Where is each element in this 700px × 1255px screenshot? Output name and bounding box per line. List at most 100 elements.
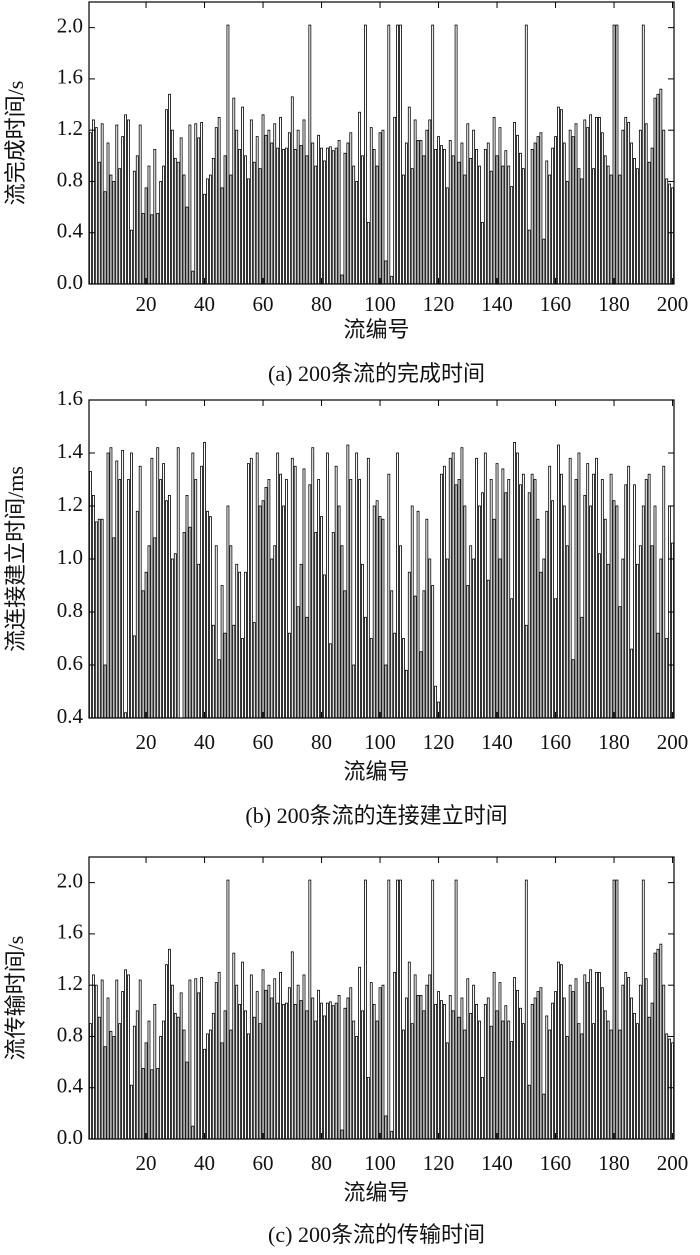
bar <box>285 479 288 719</box>
bar <box>454 24 458 285</box>
bar <box>390 275 394 285</box>
bar <box>390 1130 394 1140</box>
bar <box>264 134 268 285</box>
bar <box>603 155 607 285</box>
bar <box>413 119 417 285</box>
bar <box>238 571 242 719</box>
bar <box>361 155 364 285</box>
bar <box>592 473 595 719</box>
bar <box>568 984 572 1140</box>
bar <box>150 1069 154 1140</box>
bar <box>223 632 227 719</box>
y-tick-label: 1.4 <box>57 439 84 463</box>
bar <box>656 93 660 285</box>
bar <box>299 1000 303 1140</box>
bar <box>349 987 353 1140</box>
bar <box>384 664 388 719</box>
bar <box>261 114 265 285</box>
bar <box>206 178 209 285</box>
x-tick-label: 140 <box>481 292 513 316</box>
bar <box>586 127 590 285</box>
bar <box>144 1042 148 1140</box>
bar <box>527 492 531 719</box>
bar <box>393 116 397 285</box>
bar <box>308 879 312 1140</box>
bar <box>287 132 291 285</box>
bar <box>308 24 312 285</box>
bar <box>323 574 326 719</box>
bar <box>387 879 391 1140</box>
bar <box>554 136 557 285</box>
bar <box>208 174 212 285</box>
bar <box>153 1004 157 1140</box>
y-tick-label: 1.6 <box>57 65 83 89</box>
bar <box>422 155 426 285</box>
bar <box>229 545 233 719</box>
bar <box>255 452 259 719</box>
bar <box>451 1010 455 1140</box>
bar <box>232 952 236 1140</box>
bar <box>244 155 247 285</box>
bar <box>603 1010 607 1140</box>
y-tick-label: 0.0 <box>57 1125 83 1149</box>
bar <box>156 213 160 285</box>
bar <box>486 579 490 719</box>
x-tick-label: 120 <box>423 1151 455 1175</box>
bar <box>366 1077 370 1140</box>
x-tick-label: 140 <box>481 1151 513 1175</box>
bar <box>334 465 338 719</box>
bar <box>562 142 566 285</box>
x-tick-label: 40 <box>194 730 215 754</box>
bar <box>437 136 440 285</box>
bar <box>179 137 183 285</box>
bar <box>551 1002 555 1140</box>
bar <box>320 516 323 719</box>
bar <box>159 479 163 719</box>
bar <box>109 174 113 285</box>
bar <box>644 978 648 1140</box>
bar <box>463 505 467 719</box>
bar <box>557 444 560 719</box>
bar <box>595 971 598 1140</box>
x-tick-label: 200 <box>657 730 689 754</box>
bar <box>364 616 367 719</box>
bar <box>206 510 209 719</box>
bar <box>638 984 642 1140</box>
bar <box>404 997 408 1140</box>
bar <box>279 473 282 719</box>
bar <box>358 479 361 719</box>
bar <box>481 492 484 719</box>
bar <box>264 487 268 719</box>
bar <box>185 494 189 719</box>
bar <box>577 452 581 719</box>
bar <box>589 505 593 719</box>
bar <box>369 982 373 1140</box>
bar <box>208 1029 212 1140</box>
bar <box>422 1010 426 1140</box>
bar <box>548 174 552 285</box>
bar <box>539 132 543 285</box>
bar <box>656 948 660 1140</box>
bar <box>153 537 157 719</box>
bar <box>621 984 625 1140</box>
bar <box>647 473 651 719</box>
bar <box>448 457 452 719</box>
bar <box>519 484 522 719</box>
bar <box>662 984 666 1140</box>
bar <box>191 1125 195 1140</box>
plot-frame <box>88 1 675 285</box>
y-tick-label: 1.2 <box>57 971 83 995</box>
bar <box>448 995 452 1140</box>
bar <box>478 1020 481 1140</box>
bar <box>410 505 414 719</box>
bar <box>141 213 145 285</box>
bar <box>229 174 233 285</box>
bar <box>285 1002 288 1140</box>
bar <box>630 997 633 1140</box>
y-tick-label: 2.0 <box>57 868 83 892</box>
bar <box>103 664 107 719</box>
bar <box>325 147 329 285</box>
bar <box>638 129 642 285</box>
bar <box>170 984 174 1140</box>
bar <box>627 977 631 1140</box>
